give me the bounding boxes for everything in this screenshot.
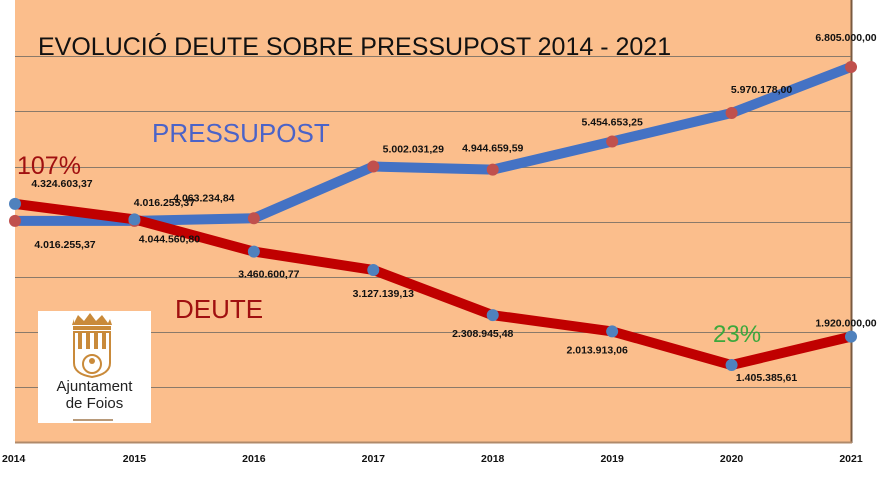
x-tick-label: 2018 <box>481 453 505 465</box>
x-tick-label: 2019 <box>600 453 624 465</box>
data-point <box>9 214 21 227</box>
data-label: 5.002.031,29 <box>383 143 444 155</box>
coat-of-arms-icon <box>72 313 112 379</box>
data-label: 1.405.385,61 <box>736 372 797 384</box>
data-label: 2.308.945,48 <box>452 328 513 340</box>
data-label: 4.016.255,37 <box>134 197 195 209</box>
x-tick-label: 2014 <box>2 453 26 465</box>
data-point <box>128 213 141 226</box>
annotation-23-percent: 23% <box>713 321 761 348</box>
x-tick-label: 2015 <box>123 453 147 465</box>
data-point <box>486 309 499 322</box>
series-label-pressupost: PRESSUPOST <box>152 118 330 148</box>
data-label: 4.063.234,84 <box>173 192 234 204</box>
x-tick-label: 2020 <box>720 453 744 465</box>
data-point <box>9 197 21 210</box>
data-point <box>367 263 380 276</box>
series-label-deute: DEUTE <box>175 294 263 324</box>
data-point <box>845 60 858 73</box>
logo-line-2: de Foios <box>65 395 124 412</box>
data-point <box>606 135 619 148</box>
data-label: 3.460.600,77 <box>238 269 299 281</box>
data-point <box>367 160 380 173</box>
data-label: 5.970.178,00 <box>731 84 792 96</box>
series-line-deute <box>14 198 853 371</box>
data-label: 3.127.139,13 <box>353 288 414 300</box>
logo-underline <box>73 419 113 421</box>
data-label: 4.016.255,37 <box>34 239 95 251</box>
logo-line-1: Ajuntament <box>56 378 133 395</box>
data-label: 4.944.659,59 <box>462 143 523 155</box>
chart-title: EVOLUCIÓ DEUTE SOBRE PRESSUPOST 2014 - 2… <box>38 32 671 61</box>
ajuntament-logo: Ajuntament de Foios <box>38 311 151 423</box>
data-point <box>845 330 858 343</box>
data-point <box>247 212 260 225</box>
data-label: 1.920.000,00 <box>815 318 876 330</box>
x-tick-label: 2021 <box>839 453 863 465</box>
data-label: 4.044.560,80 <box>139 233 200 245</box>
data-label: 6.805.000,00 <box>815 32 876 44</box>
data-point <box>247 245 260 258</box>
data-point <box>486 163 499 176</box>
data-label: 4.324.603,37 <box>31 178 92 190</box>
x-tick-label: 2017 <box>362 453 386 465</box>
x-tick-label: 2016 <box>242 453 266 465</box>
data-point <box>606 325 619 338</box>
data-point <box>725 359 738 372</box>
data-point <box>725 107 738 120</box>
data-label: 2.013.913,06 <box>566 344 627 356</box>
data-label: 5.454.653,25 <box>581 117 642 129</box>
annotation-107-percent: 107% <box>17 152 81 180</box>
